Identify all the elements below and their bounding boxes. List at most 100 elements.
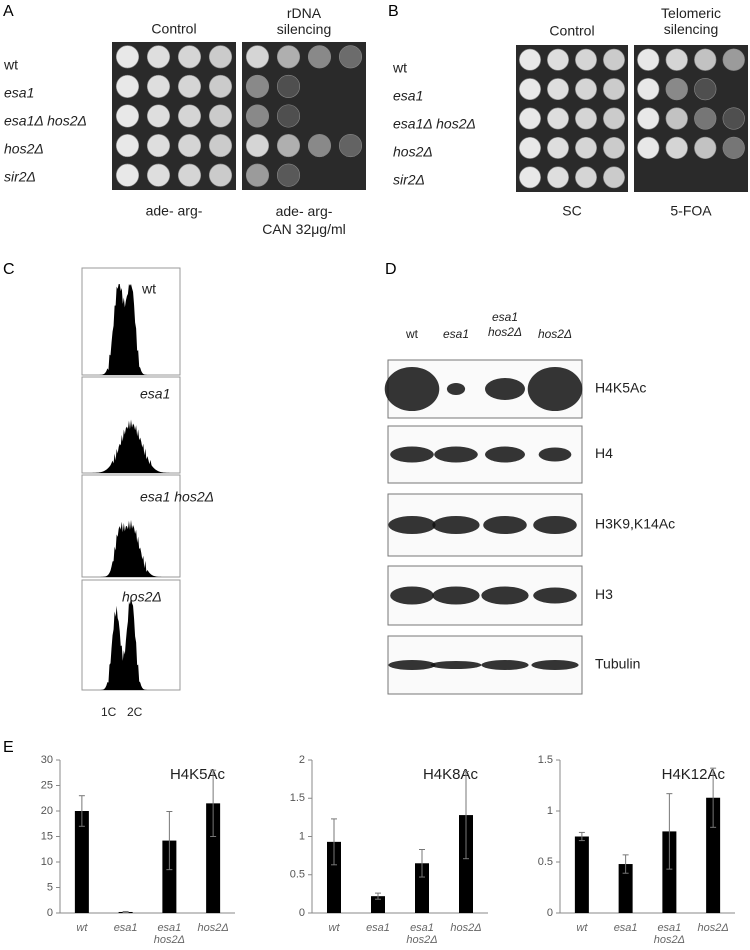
- colony-spot: [177, 74, 202, 98]
- panel-label: C: [3, 261, 15, 278]
- x-tick-label: hos2Δ: [450, 922, 481, 934]
- histogram: [90, 596, 172, 690]
- strain-label: hos2Δ: [393, 144, 433, 160]
- panel-label: E: [3, 739, 14, 756]
- bar: [371, 896, 385, 913]
- colony-spot: [519, 136, 541, 159]
- strain-label: esa1 hos2Δ: [140, 489, 214, 505]
- chart-title: H4K8Ac: [423, 766, 479, 783]
- blot-band: [485, 378, 525, 400]
- y-tick-label: 30: [41, 754, 53, 766]
- blot-band: [533, 587, 577, 604]
- colony-spot: [519, 166, 541, 189]
- colony-spot: [547, 136, 569, 159]
- y-tick-label: 1: [299, 830, 305, 842]
- colony-spot: [519, 78, 541, 101]
- colony-spot: [547, 166, 569, 189]
- x-tick-label: wt: [329, 922, 341, 934]
- blot-band: [388, 516, 436, 534]
- x-tick-label: hos2Δ: [698, 922, 729, 934]
- colony-spot: [575, 78, 597, 101]
- x-tick-label: esa1 hos2Δ: [406, 922, 437, 946]
- colony-spot: [603, 136, 625, 159]
- bar: [459, 815, 473, 913]
- blot-label: Tubulin: [595, 656, 640, 672]
- lane-label: esa1 hos2Δ: [488, 310, 522, 339]
- blot-label: H3: [595, 586, 613, 602]
- colony-spot: [665, 136, 688, 160]
- x-tick-label: esa1: [114, 922, 138, 934]
- colony-spot: [307, 45, 332, 69]
- colony-spot: [208, 104, 233, 128]
- colony-spot: [146, 134, 171, 158]
- y-tick-label: 0.5: [538, 856, 553, 868]
- colony-spot: [665, 107, 688, 130]
- colony-spot: [146, 45, 171, 69]
- colony-spot: [722, 136, 745, 160]
- blot-band: [430, 661, 482, 669]
- y-tick-label: 15: [41, 830, 53, 842]
- blot-band: [432, 516, 480, 534]
- colony-spot: [519, 48, 541, 71]
- colony-spot: [276, 104, 301, 128]
- error-bar: [419, 849, 425, 878]
- colony-spot: [694, 77, 717, 101]
- colony-spot: [575, 136, 597, 159]
- colony-spot: [208, 74, 233, 98]
- panel-label: D: [385, 261, 397, 278]
- y-tick-label: 0: [47, 907, 53, 919]
- histogram: [90, 519, 172, 577]
- blot-band: [481, 660, 529, 670]
- x-tick-label: esa1 hos2Δ: [154, 922, 185, 946]
- y-tick-label: 10: [41, 856, 53, 868]
- colony-spot: [245, 74, 270, 98]
- lane-label: esa1: [443, 327, 469, 341]
- colony-spot: [115, 45, 140, 69]
- colony-spot: [547, 48, 569, 71]
- strain-label: esa1: [393, 88, 423, 104]
- axis-label: 1C: [101, 705, 117, 719]
- strain-label: esa1Δ hos2Δ: [393, 116, 476, 132]
- colony-spot: [338, 134, 363, 158]
- blot-band: [390, 586, 434, 605]
- strain-label: wt: [3, 57, 18, 73]
- y-tick-label: 1: [547, 805, 553, 817]
- error-bar: [710, 767, 717, 828]
- y-tick-label: 0: [299, 907, 305, 919]
- colony-spot: [208, 163, 233, 187]
- panel-label: B: [388, 3, 399, 20]
- axis-label: 2C: [127, 705, 143, 719]
- error-bar: [78, 795, 85, 827]
- lane-label: wt: [405, 327, 419, 341]
- colony-spot: [722, 48, 745, 71]
- blot-band: [390, 446, 434, 463]
- column-header: Telomeric silencing: [661, 5, 721, 37]
- blot-band: [384, 367, 440, 411]
- blot-band: [446, 383, 466, 395]
- colony-spot: [146, 163, 171, 187]
- bar: [74, 811, 89, 913]
- medium-label: 5-FOA: [670, 203, 712, 219]
- blot-band: [481, 586, 529, 605]
- x-tick-label: esa1: [366, 922, 390, 934]
- blot-label: H4: [595, 445, 613, 461]
- bar: [574, 836, 589, 913]
- colony-spot: [115, 74, 140, 98]
- colony-spot: [208, 45, 233, 69]
- lane-label: hos2Δ: [538, 327, 572, 341]
- strain-label: esa1: [4, 85, 34, 101]
- column-header: Control: [151, 21, 196, 37]
- colony-spot: [276, 163, 301, 187]
- strain-label: hos2Δ: [4, 141, 44, 157]
- colony-spot: [307, 134, 332, 158]
- colony-spot: [276, 45, 301, 69]
- blot-band: [538, 447, 572, 462]
- colony-spot: [245, 104, 270, 128]
- blot-band: [432, 586, 480, 605]
- colony-spot: [575, 166, 597, 189]
- bar: [206, 803, 221, 913]
- blot-band: [388, 660, 436, 670]
- histogram: [90, 419, 172, 473]
- colony-spot: [208, 134, 233, 158]
- colony-spot: [665, 48, 688, 71]
